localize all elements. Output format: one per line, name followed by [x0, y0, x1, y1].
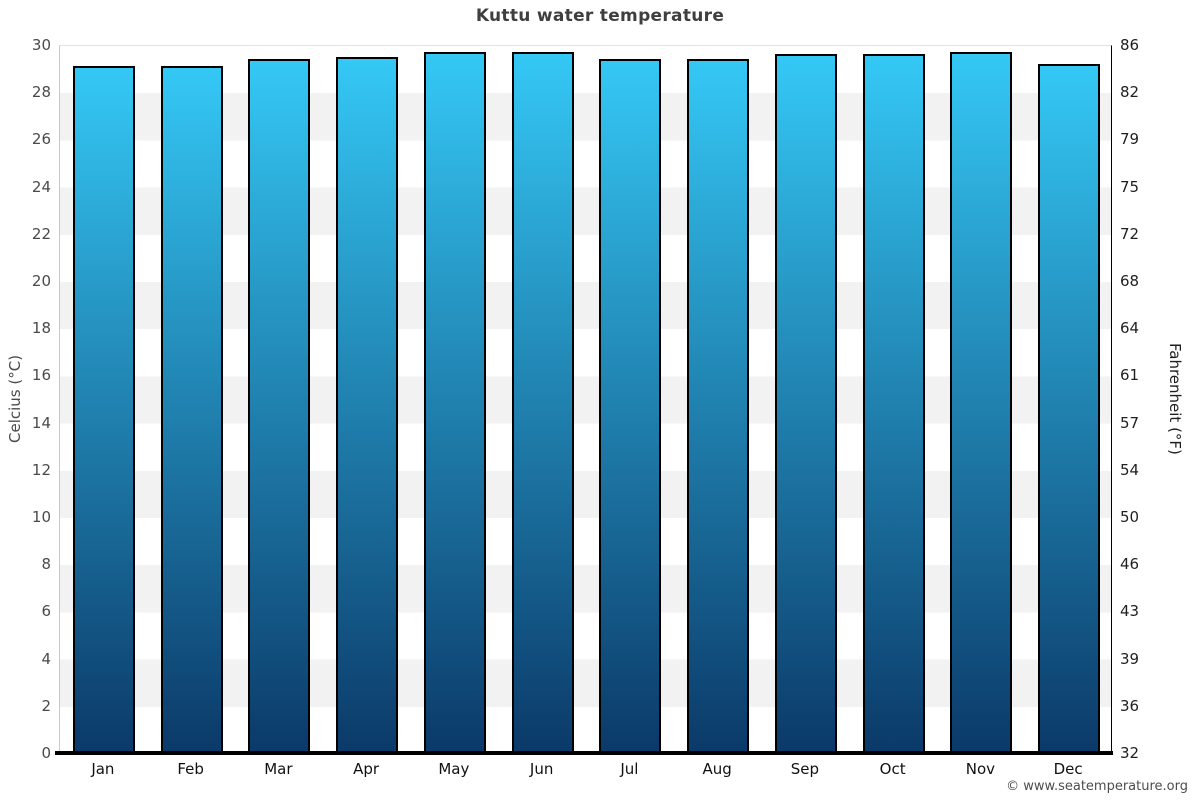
fahrenheit-tick-39: 39 [1120, 649, 1140, 668]
celsius-tick-4: 4 [41, 649, 51, 668]
bar-aug [687, 59, 750, 753]
bar-jul [599, 59, 662, 753]
celsius-tick-16: 16 [31, 366, 51, 385]
fahrenheit-tick-64: 64 [1120, 319, 1140, 338]
fahrenheit-tick-36: 36 [1120, 696, 1140, 715]
fahrenheit-tick-61: 61 [1120, 366, 1140, 385]
celsius-tick-8: 8 [41, 555, 51, 574]
month-label-jul: Jul [620, 760, 639, 778]
chart-title: Kuttu water temperature [475, 6, 725, 26]
month-label-jun: Jun [529, 760, 554, 778]
celsius-tick-22: 22 [31, 224, 51, 243]
celsius-tick-24: 24 [31, 177, 51, 196]
attribution-watermark: © www.seatemperature.org [1006, 779, 1188, 794]
celsius-tick-6: 6 [41, 602, 51, 621]
bar-jan [72, 66, 135, 753]
month-label-aug: Aug [702, 760, 732, 778]
month-label-jan: Jan [91, 760, 115, 778]
fahrenheit-tick-75: 75 [1120, 177, 1140, 196]
month-label-dec: Dec [1053, 760, 1083, 778]
celsius-tick-14: 14 [31, 413, 51, 432]
fahrenheit-tick-86: 86 [1120, 36, 1140, 54]
bar-mar [248, 59, 311, 753]
y-axis-label-fahrenheit: Fahrenheit (°F) [1166, 343, 1184, 455]
plot-area [59, 45, 1112, 753]
celsius-tick-18: 18 [31, 319, 51, 338]
celsius-tick-26: 26 [31, 130, 51, 149]
fahrenheit-tick-46: 46 [1120, 555, 1140, 574]
fahrenheit-tick-79: 79 [1120, 130, 1140, 149]
fahrenheit-tick-82: 82 [1120, 83, 1140, 102]
bar-oct [862, 54, 925, 753]
celsius-tick-10: 10 [31, 508, 51, 526]
month-label-may: May [438, 760, 470, 778]
celsius-tick-0: 0 [41, 744, 51, 762]
bar-dec [1038, 63, 1101, 753]
fahrenheit-tick-32: 32 [1120, 744, 1140, 762]
bar-apr [336, 56, 399, 753]
y-axis-label-celsius: Celcius (°C) [6, 354, 24, 444]
fahrenheit-tick-72: 72 [1120, 224, 1140, 243]
celsius-tick-2: 2 [41, 696, 51, 715]
bar-sep [774, 54, 837, 753]
month-label-nov: Nov [965, 760, 996, 778]
month-label-mar: Mar [264, 760, 293, 778]
month-label-oct: Oct [879, 760, 906, 778]
fahrenheit-tick-50: 50 [1120, 508, 1140, 526]
fahrenheit-tick-54: 54 [1120, 460, 1140, 479]
month-label-sep: Sep [790, 760, 820, 778]
bar-jun [511, 52, 574, 753]
fahrenheit-tick-57: 57 [1120, 413, 1140, 432]
celsius-tick-30: 30 [31, 36, 51, 54]
x-axis-line [55, 751, 1113, 755]
bar-nov [950, 52, 1013, 753]
celsius-tick-28: 28 [31, 83, 51, 102]
month-label-apr: Apr [353, 760, 380, 778]
month-label-feb: Feb [177, 760, 204, 778]
bar-may [423, 52, 486, 753]
celsius-tick-12: 12 [31, 460, 51, 479]
celsius-tick-20: 20 [31, 272, 51, 290]
fahrenheit-tick-68: 68 [1120, 272, 1140, 290]
fahrenheit-tick-43: 43 [1120, 602, 1140, 621]
bar-feb [160, 66, 223, 753]
